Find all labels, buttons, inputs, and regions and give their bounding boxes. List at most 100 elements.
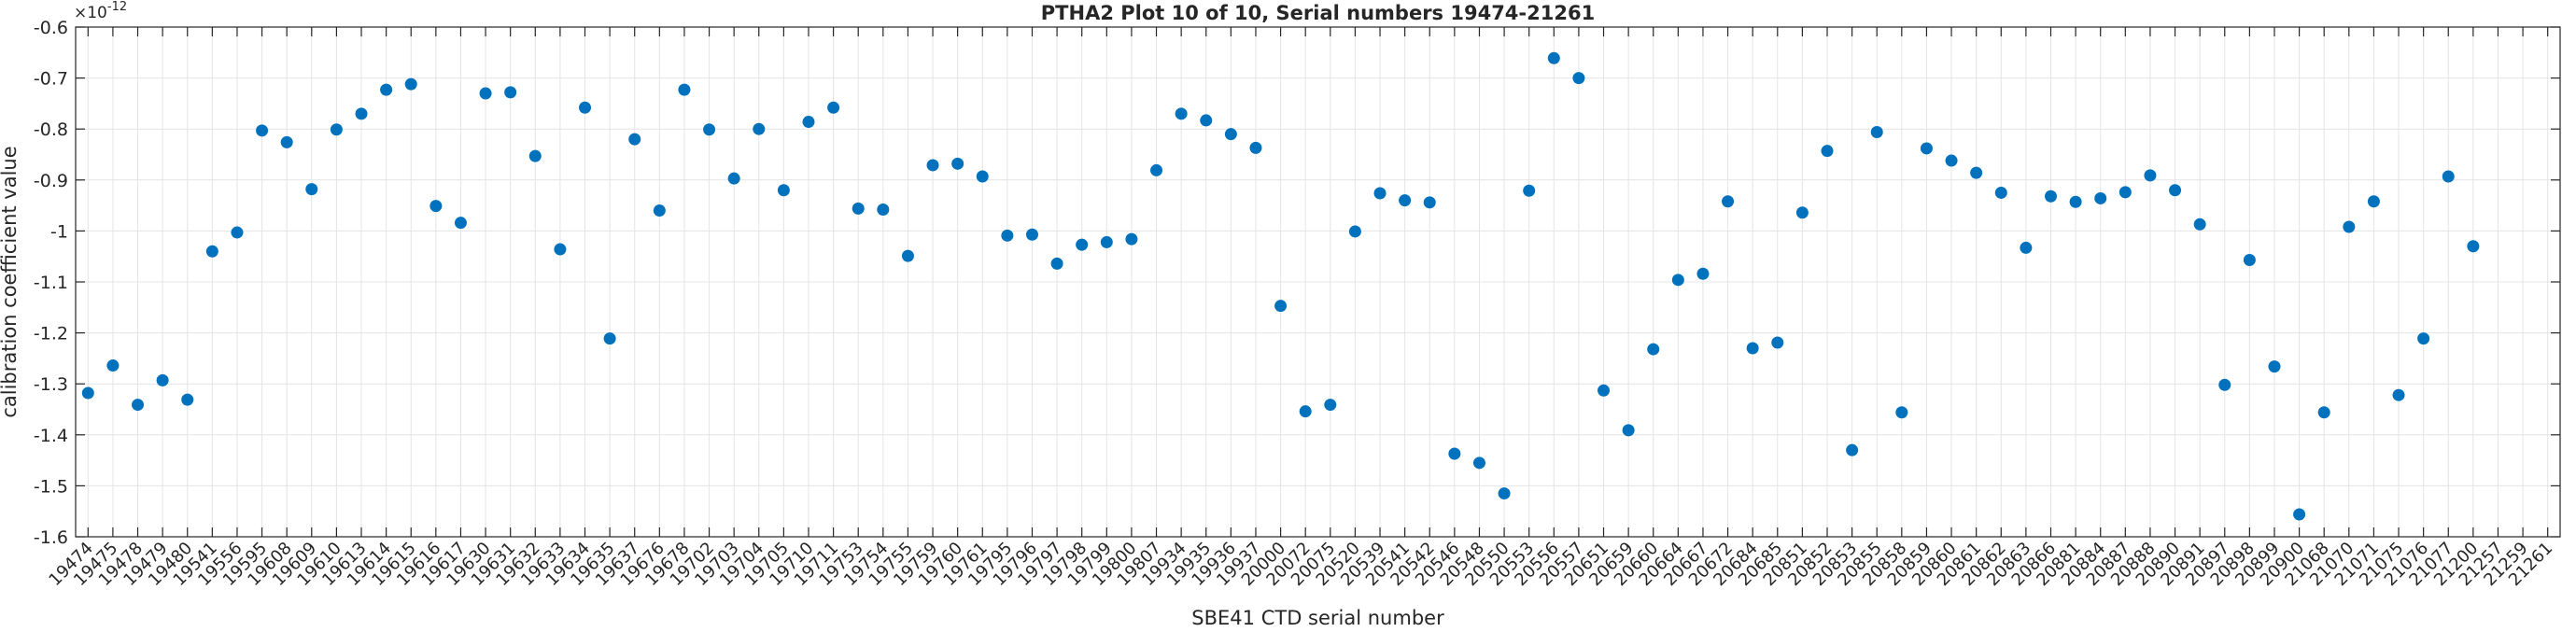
data-point (1671, 274, 1684, 287)
data-point (355, 107, 368, 120)
y-axis: -1.6 -1.5 -1.4 -1.3 -1.2 -1.1 -1 -0.9 -0.8 -0.7 -0… (34, 18, 2560, 548)
data-point (479, 87, 492, 100)
data-point (2069, 195, 2082, 208)
y-tick-label: -1.4 (34, 426, 68, 446)
data-point (2218, 378, 2231, 391)
data-point (2193, 218, 2206, 231)
data-point (777, 184, 790, 197)
data-point (753, 122, 766, 135)
data-point (106, 359, 120, 372)
data-point (2119, 186, 2132, 199)
y-tick-label: -1.1 (34, 273, 68, 293)
data-point (305, 183, 318, 196)
data-point (1598, 384, 1611, 397)
y-axis-label: calibration coefficient value (0, 146, 21, 417)
data-point (2169, 184, 2182, 197)
data-point (1175, 107, 1188, 120)
x-axis: 1947419475194781947919480195411955619595… (45, 27, 2556, 590)
data-point (827, 101, 840, 114)
data-point (579, 101, 592, 114)
data-point (1572, 72, 1585, 85)
data-point (628, 133, 641, 146)
data-points (81, 51, 2480, 521)
data-point (1846, 443, 1859, 456)
data-point (1771, 336, 1784, 349)
y-tick-label: -0.9 (34, 171, 68, 191)
data-point (454, 217, 467, 230)
data-point (2317, 406, 2330, 419)
data-point (1076, 238, 1089, 251)
data-point (132, 399, 145, 412)
data-point (81, 386, 94, 400)
data-point (2094, 191, 2107, 204)
data-point (727, 172, 740, 185)
data-point (1448, 447, 1461, 460)
y-tick-label: -1.2 (34, 324, 68, 344)
data-point (1100, 235, 1113, 248)
data-point (2467, 240, 2480, 253)
data-point (1373, 187, 1387, 200)
data-point (1647, 343, 1660, 356)
data-point (2442, 170, 2455, 183)
data-point (703, 123, 716, 136)
data-point (1150, 163, 1163, 176)
data-point (2417, 332, 2430, 345)
data-point (1001, 229, 1014, 242)
data-point (1324, 399, 1337, 412)
data-point (2392, 388, 2405, 401)
data-point (653, 204, 666, 218)
data-point (1025, 228, 1038, 241)
y-tick-label: -0.6 (34, 18, 68, 38)
data-point (877, 203, 890, 216)
y-tick-label: -0.8 (34, 119, 68, 140)
data-point (181, 393, 194, 406)
y-axis-exponent: ×10-12 (74, 0, 127, 22)
y-tick-label: -1.5 (34, 476, 68, 497)
chart-title: PTHA2 Plot 10 of 10, Serial numbers 1947… (1041, 2, 1595, 24)
data-point (2268, 360, 2281, 373)
data-point (1423, 196, 1436, 209)
data-point (678, 83, 691, 96)
y-tick-label: -0.7 (34, 69, 68, 90)
data-point (1224, 128, 1237, 141)
data-point (280, 135, 293, 148)
data-point (1945, 154, 1958, 167)
data-point (1348, 225, 1361, 238)
data-point (1472, 456, 1485, 470)
data-point (504, 86, 517, 99)
data-point (2144, 169, 2157, 182)
data-point (1994, 186, 2007, 199)
data-point (2293, 508, 2306, 521)
grid (76, 26, 2560, 538)
data-point (1200, 114, 1213, 127)
data-point (1821, 145, 1834, 158)
data-point (330, 123, 343, 136)
data-point (1870, 125, 1883, 138)
data-point (2020, 241, 2033, 254)
data-point (951, 157, 964, 170)
data-point (528, 149, 542, 162)
data-point (156, 373, 169, 386)
data-point (926, 159, 939, 172)
data-point (1795, 206, 1809, 219)
y-tick-label: -1.6 (34, 527, 68, 548)
data-point (2343, 220, 2356, 233)
data-point (404, 77, 417, 91)
data-point (1299, 405, 1312, 418)
data-point (2044, 190, 2057, 203)
data-point (901, 249, 914, 262)
data-point (1050, 257, 1063, 270)
data-point (1970, 166, 1983, 179)
data-point (231, 226, 244, 239)
data-point (1547, 51, 1560, 64)
data-point (256, 124, 269, 137)
data-point (1498, 487, 1511, 500)
data-point (1249, 141, 1262, 154)
data-point (2243, 254, 2256, 267)
data-point (2367, 195, 2380, 208)
data-point (205, 245, 218, 258)
data-point (1125, 232, 1138, 246)
data-point (1274, 300, 1288, 313)
data-point (1746, 342, 1759, 355)
